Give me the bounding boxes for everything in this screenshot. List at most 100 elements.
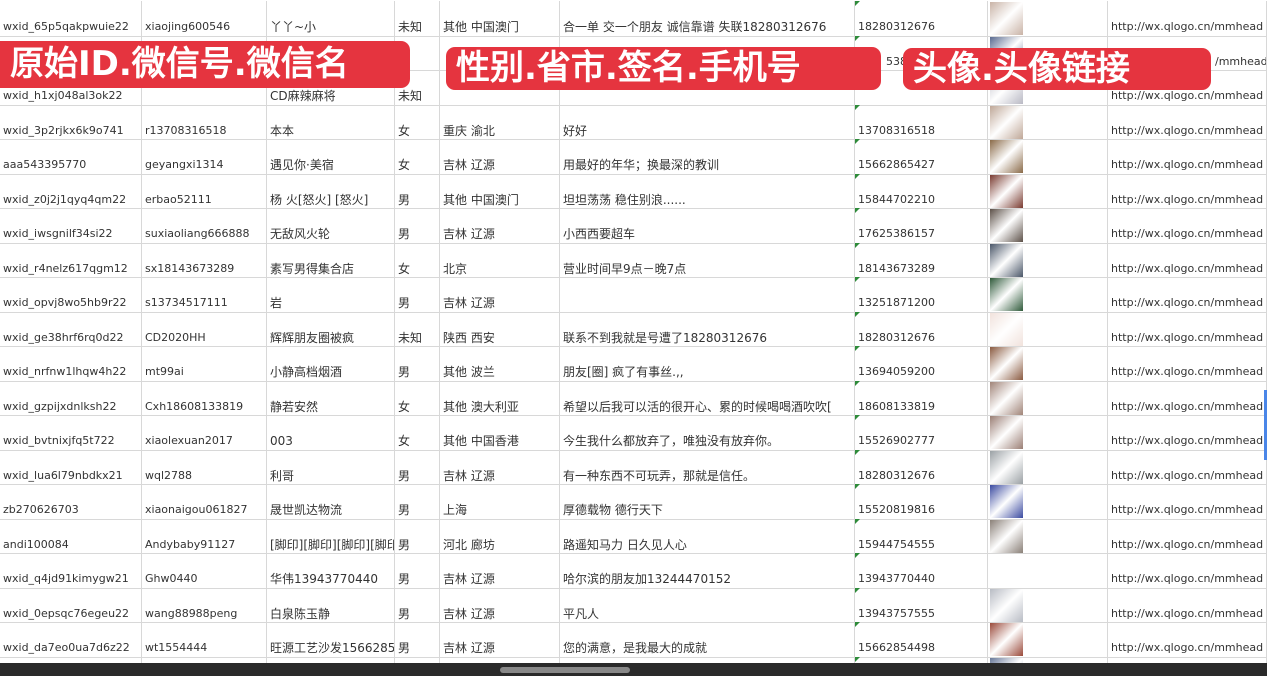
cell-wechat-id[interactable]: xiaojing600546 — [142, 1, 267, 36]
cell-avatar-url[interactable]: http://wx.qlogo.cn/mmhead — [1108, 311, 1267, 346]
cell-wechat-id[interactable]: erbao52111 — [142, 173, 267, 208]
cell-avatar[interactable] — [988, 242, 1108, 277]
cell-wechat-id[interactable]: xiaolexuan2017 — [142, 415, 267, 450]
cell-avatar[interactable] — [988, 208, 1108, 243]
cell-phone[interactable]: 15662854498 — [855, 622, 988, 657]
cell-wechat-id[interactable]: wang88988peng — [142, 587, 267, 622]
cell-avatar-url[interactable]: http://wx.qlogo.cn/mmhead — [1108, 518, 1267, 553]
cell-phone[interactable]: 15520819816 — [855, 484, 988, 519]
cell-region[interactable]: 其他 中国澳门 — [440, 173, 560, 208]
cell-phone[interactable]: 13694059200 — [855, 346, 988, 381]
cell-wechat-name[interactable]: 利哥 — [267, 449, 395, 484]
cell-phone[interactable]: 13708316518 — [855, 104, 988, 139]
cell-region[interactable]: 吉林 辽源 — [440, 277, 560, 312]
cell-avatar-url[interactable]: http://wx.qlogo.cn/mmhead — [1108, 449, 1267, 484]
cell-wechat-id[interactable]: geyangxi1314 — [142, 139, 267, 174]
cell-signature[interactable] — [560, 277, 855, 312]
cell-original-id[interactable]: wxid_65p5qakpwuie22 — [0, 1, 142, 36]
cell-gender[interactable]: 男 — [395, 277, 440, 312]
cell-original-id[interactable]: wxid_gzpijxdnlksh22 — [0, 380, 142, 415]
cell-wechat-name[interactable]: [脚印][脚印][脚印][脚印] — [267, 518, 395, 553]
cell-avatar-url[interactable]: http://wx.qlogo.cn/mmhead — [1108, 380, 1267, 415]
cell-gender[interactable]: 男 — [395, 518, 440, 553]
cell-original-id[interactable]: wxid_lua6l79nbdkx21 — [0, 449, 142, 484]
cell-signature[interactable]: 今生我什么都放弃了，唯独没有放弃你。 — [560, 415, 855, 450]
cell-wechat-id[interactable]: wt1554444 — [142, 622, 267, 657]
cell-phone[interactable]: 18143673289 — [855, 242, 988, 277]
cell-phone[interactable]: 13251871200 — [855, 277, 988, 312]
cell-gender[interactable]: 女 — [395, 415, 440, 450]
cell-wechat-id[interactable]: s13734517111 — [142, 277, 267, 312]
cell-region[interactable]: 其他 波兰 — [440, 346, 560, 381]
cell-avatar[interactable] — [988, 346, 1108, 381]
cell-gender[interactable] — [395, 35, 440, 70]
cell-avatar-url[interactable]: http://wx.qlogo.cn/mmhead — [1108, 104, 1267, 139]
cell-wechat-name[interactable]: 静若安然 — [267, 380, 395, 415]
cell-wechat-name[interactable]: 华伟13943770440 — [267, 553, 395, 588]
cell-original-id[interactable]: wxid_da7eo0ua7d6z22 — [0, 622, 142, 657]
cell-wechat-id[interactable]: Ghw0440 — [142, 553, 267, 588]
cell-region[interactable]: 吉林 辽源 — [440, 553, 560, 588]
cell-avatar[interactable] — [988, 1, 1108, 36]
cell-original-id[interactable] — [0, 656, 142, 663]
cell-original-id[interactable]: zb270626703 — [0, 484, 142, 519]
cell-wechat-id[interactable] — [142, 656, 267, 663]
cell-avatar[interactable] — [988, 656, 1108, 663]
cell-phone[interactable]: 18608133819 — [855, 380, 988, 415]
cell-gender[interactable]: 未知 — [395, 70, 440, 105]
cell-wechat-name[interactable] — [267, 656, 395, 663]
cell-avatar-url[interactable]: http://wx.qlogo.cn/mmhead — [1108, 277, 1267, 312]
cell-wechat-name[interactable]: 003 — [267, 415, 395, 450]
cell-wechat-name[interactable]: 遇见你·美宿 — [267, 139, 395, 174]
cell-signature[interactable]: 哈尔滨的朋友加13244470152 — [560, 553, 855, 588]
cell-avatar[interactable] — [988, 449, 1108, 484]
cell-gender[interactable]: 女 — [395, 139, 440, 174]
cell-wechat-name[interactable]: 岩 — [267, 277, 395, 312]
cell-phone[interactable]: 13943757555 — [855, 587, 988, 622]
cell-original-id[interactable]: wxid_iwsgnilf34si22 — [0, 208, 142, 243]
cell-gender[interactable] — [395, 656, 440, 663]
cell-gender[interactable]: 男 — [395, 173, 440, 208]
cell-wechat-name[interactable]: 旺源工艺沙发15662854 — [267, 622, 395, 657]
cell-wechat-name[interactable]: 白泉陈玉静 — [267, 587, 395, 622]
cell-avatar[interactable] — [988, 380, 1108, 415]
cell-phone[interactable]: 13943770440 — [855, 553, 988, 588]
cell-wechat-name[interactable]: 素写男得集合店 — [267, 242, 395, 277]
cell-gender[interactable]: 男 — [395, 449, 440, 484]
cell-region[interactable]: 吉林 辽源 — [440, 587, 560, 622]
cell-region[interactable]: 吉林 辽源 — [440, 449, 560, 484]
cell-avatar-url[interactable]: http://wx.qlogo.cn/mmhead — [1108, 1, 1267, 36]
cell-wechat-name[interactable]: 晟世凯达物流 — [267, 484, 395, 519]
cell-region[interactable]: 重庆 渝北 — [440, 104, 560, 139]
cell-signature[interactable]: 营业时间早9点－晚7点 — [560, 242, 855, 277]
cell-gender[interactable]: 男 — [395, 587, 440, 622]
cell-original-id[interactable]: wxid_ge38hrf6rq0d22 — [0, 311, 142, 346]
cell-region[interactable]: 吉林 辽源 — [440, 139, 560, 174]
cell-original-id[interactable]: aaa543395770 — [0, 139, 142, 174]
cell-region[interactable]: 其他 中国香港 — [440, 415, 560, 450]
cell-signature[interactable]: 联系不到我就是号遭了18280312676 — [560, 311, 855, 346]
cell-original-id[interactable]: wxid_nrfnw1lhqw4h22 — [0, 346, 142, 381]
cell-phone[interactable]: 15662865427 — [855, 139, 988, 174]
cell-gender[interactable]: 女 — [395, 380, 440, 415]
cell-signature[interactable]: 有一种东西不可玩弄，那就是信任。 — [560, 449, 855, 484]
cell-avatar[interactable] — [988, 104, 1108, 139]
cell-original-id[interactable]: wxid_q4jd91kimygw21 — [0, 553, 142, 588]
cell-avatar[interactable] — [988, 484, 1108, 519]
vertical-scrollbar-indicator[interactable] — [1264, 390, 1267, 460]
cell-region[interactable]: 其他 中国澳门 — [440, 1, 560, 36]
cell-region[interactable]: 陕西 西安 — [440, 311, 560, 346]
cell-signature[interactable]: 希望以后我可以活的很开心、累的时候喝喝酒吹吹[ — [560, 380, 855, 415]
cell-wechat-name[interactable]: 丫丫~小 — [267, 1, 395, 36]
cell-original-id[interactable]: wxid_0epsqc76egeu22 — [0, 587, 142, 622]
cell-wechat-id[interactable]: CD2020HH — [142, 311, 267, 346]
cell-region[interactable]: 吉林 辽源 — [440, 208, 560, 243]
cell-avatar[interactable] — [988, 415, 1108, 450]
cell-phone[interactable]: 18280312676 — [855, 449, 988, 484]
cell-wechat-id[interactable]: sx18143673289 — [142, 242, 267, 277]
cell-signature[interactable]: 厚德载物 德行天下 — [560, 484, 855, 519]
cell-gender[interactable]: 未知 — [395, 311, 440, 346]
cell-phone[interactable]: 15944754555 — [855, 518, 988, 553]
cell-avatar-url[interactable]: http://wx.qlogo.cn/mmhead — [1108, 208, 1267, 243]
cell-original-id[interactable]: wxid_opvj8wo5hb9r22 — [0, 277, 142, 312]
